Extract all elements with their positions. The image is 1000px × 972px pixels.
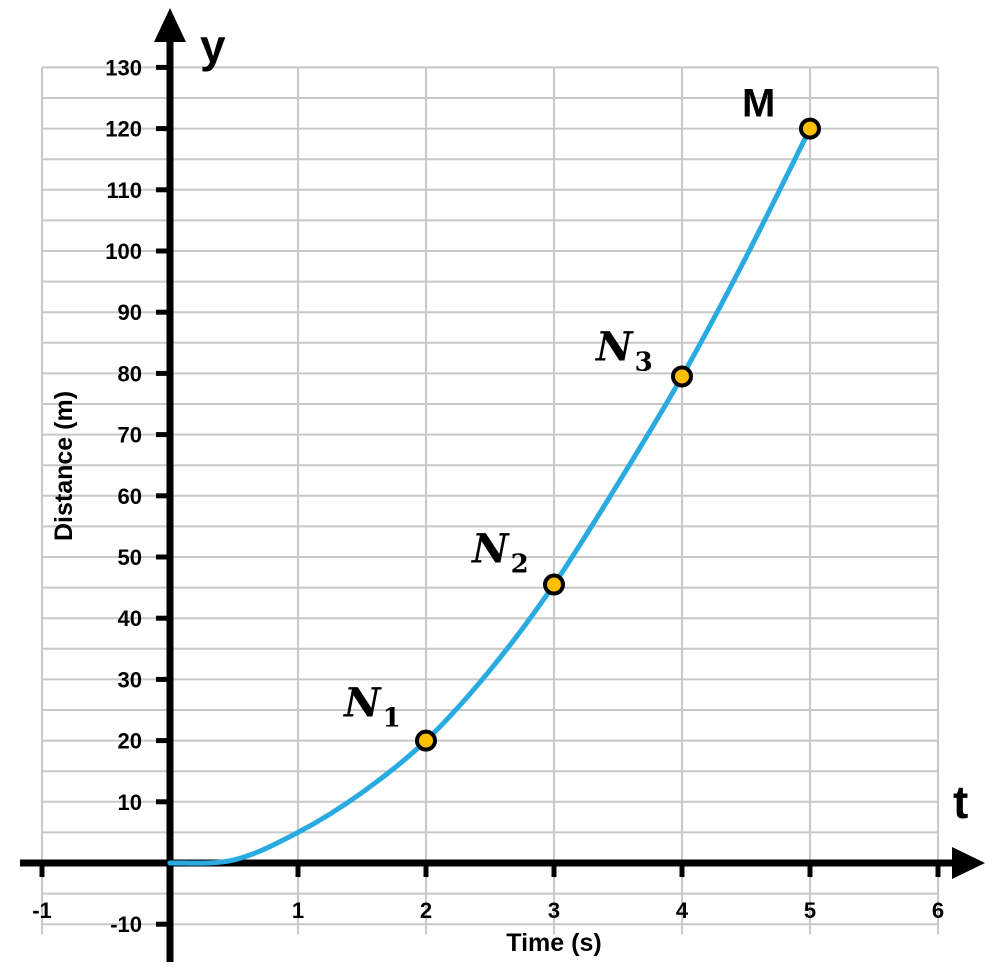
point-marker bbox=[671, 365, 693, 388]
x-tick-label: 3 bbox=[548, 898, 560, 923]
x-tick-label: 5 bbox=[804, 898, 816, 923]
y-tick-label: 40 bbox=[118, 606, 142, 631]
tick-labels: -10 10 20 30 40 50 60 70 80 90 100 110 120 130 -1 1 2 3 4 5… bbox=[32, 55, 944, 937]
x-tick-label: 6 bbox=[932, 898, 944, 923]
y-tick-label: 80 bbox=[118, 361, 142, 386]
x-tick-label: 1 bbox=[292, 898, 304, 923]
point-marker bbox=[415, 729, 437, 752]
y-axis-letter: y bbox=[200, 20, 226, 72]
y-tick-label: 90 bbox=[118, 300, 142, 325]
y-tick-label: 110 bbox=[107, 178, 143, 203]
y-tick-label: 100 bbox=[105, 239, 142, 264]
y-tick-label: -10 bbox=[110, 912, 142, 937]
y-tick-label: 30 bbox=[118, 667, 142, 692]
y-axis-title: Distance (m) bbox=[50, 391, 78, 541]
x-axis-arrow bbox=[952, 847, 985, 879]
y-tick-label: 130 bbox=[105, 55, 142, 80]
x-tick-label: -1 bbox=[32, 898, 52, 923]
point-marker bbox=[799, 117, 821, 140]
grid bbox=[41, 66, 939, 935]
y-tick-label: 120 bbox=[105, 117, 142, 142]
x-tick-label: 4 bbox=[676, 898, 689, 923]
y-axis-arrow bbox=[154, 8, 186, 42]
y-tick-label: 20 bbox=[118, 729, 142, 754]
point-label: N1 bbox=[342, 680, 401, 734]
distance-curve bbox=[167, 126, 813, 866]
x-tick-label: 2 bbox=[420, 898, 432, 923]
ticks bbox=[39, 64, 941, 927]
points bbox=[415, 117, 821, 752]
point-label: N2 bbox=[470, 526, 529, 580]
y-tick-label: 60 bbox=[118, 484, 142, 509]
axes bbox=[20, 8, 985, 962]
y-tick-label: 10 bbox=[118, 790, 142, 815]
y-tick-label: 50 bbox=[118, 545, 142, 570]
point-labels: N1 N2 N3 M bbox=[342, 82, 775, 734]
point-label: N3 bbox=[594, 323, 653, 377]
x-axis-title: Time (s) bbox=[506, 929, 601, 957]
x-axis-letter: t bbox=[953, 776, 968, 828]
point-marker bbox=[543, 573, 565, 596]
point-label: M bbox=[742, 82, 775, 126]
y-tick-label: 70 bbox=[118, 423, 142, 448]
